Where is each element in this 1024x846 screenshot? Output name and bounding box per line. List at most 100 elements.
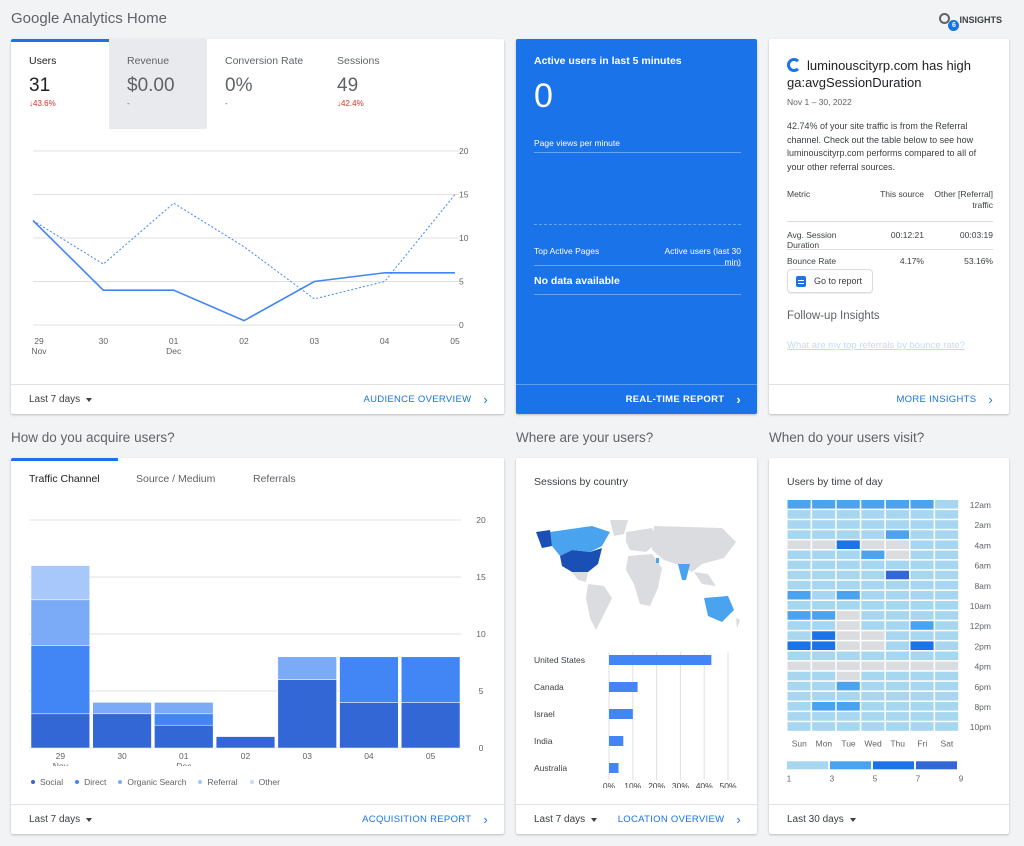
heatmap-cell [787, 641, 811, 650]
heatmap-cell [935, 661, 959, 671]
realtime-report-link[interactable]: REAL-TIME REPORT › [625, 392, 741, 407]
heatmap-cell [885, 641, 909, 650]
table-row: Avg. Session Duration 00:12:21 00:03:19 [787, 230, 993, 250]
date-range-select[interactable]: Last 7 days [29, 814, 93, 825]
heatmap-cell [935, 570, 959, 580]
heatmap-cell [935, 530, 959, 539]
scale-swatch [873, 761, 914, 770]
heatmap-cell [861, 550, 885, 560]
more-insights-link[interactable]: MORE INSIGHTS › [896, 392, 993, 407]
insight-table: Metric This source Other [Referral] traf… [787, 189, 993, 272]
heatmap-cell [836, 631, 860, 640]
hour-label: 12pm [970, 621, 991, 631]
heatmap-cell [812, 611, 836, 620]
metric-tab-revenue[interactable]: Revenue $0.00 - [109, 39, 207, 129]
heatmap-cell [836, 580, 860, 590]
metric-name: Revenue [127, 55, 170, 67]
x-tick-label: 0% [603, 781, 616, 788]
heatmap-cell [935, 691, 959, 701]
day-label: Mon [816, 738, 833, 748]
audience-card: Users 31 ↓43.6% Revenue $0.00 - Conversi… [11, 39, 504, 414]
heatmap-cell [812, 661, 836, 671]
legend-dot-icon [75, 780, 80, 784]
heatmap-cell [812, 722, 836, 731]
x-tick-label: 02 [239, 336, 249, 346]
legend-item[interactable]: Other [249, 777, 280, 787]
heatmap-cell [885, 621, 909, 630]
heatmap-cell [861, 500, 885, 509]
location-overview-link[interactable]: LOCATION OVERVIEW › [617, 812, 741, 827]
hour-label: 8am [974, 581, 991, 591]
x-tick-label: 05 [426, 751, 436, 761]
date-range-select[interactable]: Last 7 days [534, 814, 598, 825]
followup-question-link[interactable]: What are my top referrals by bounce rate… [787, 340, 965, 351]
tab-traffic-channel[interactable]: Traffic Channel [29, 473, 100, 485]
x-tick-label: 04 [380, 336, 390, 346]
heatmap-cell [935, 520, 959, 529]
sessions-by-country-title: Sessions by country [534, 476, 628, 488]
legend-item[interactable]: Referral [198, 777, 238, 787]
insights-button[interactable]: 6 INSIGHTS [939, 12, 1002, 31]
metric-tab-conversion-rate[interactable]: Conversion Rate 0% - [207, 39, 319, 129]
country-bar [609, 682, 638, 692]
active-tab-indicator [11, 458, 118, 461]
x-tick-label: 40% [696, 781, 713, 788]
heatmap-cell [787, 500, 811, 509]
heatmap-cell [885, 580, 909, 590]
heatmap-cell [861, 540, 885, 549]
tab-referrals[interactable]: Referrals [253, 473, 296, 485]
top-pages-label: Top Active Pages [534, 246, 600, 256]
heatmap-cell [836, 510, 860, 519]
country-label: United States [534, 655, 585, 665]
heatmap-cell [812, 651, 836, 661]
heatmap-cell [812, 580, 836, 590]
chart-legend: Social Direct Organic Search Referral Other [31, 777, 280, 787]
heatmap-cell [787, 702, 811, 711]
heatmap-cell [787, 712, 811, 721]
heatmap-cell [836, 611, 860, 620]
x-tick-label: 20% [648, 781, 665, 788]
heatmap-cell [885, 681, 909, 691]
caret-down-icon [86, 397, 93, 402]
y-tick-label: 0 [459, 320, 464, 330]
tab-source-medium[interactable]: Source / Medium [136, 473, 216, 485]
scale-swatch [916, 761, 957, 770]
date-range-select[interactable]: Last 7 days [29, 394, 93, 405]
heatmap-cell [812, 621, 836, 630]
legend-item[interactable]: Organic Search [118, 777, 186, 787]
heatmap-cell [861, 671, 885, 681]
insights-badge: 6 [948, 20, 960, 31]
metric-name: Sessions [337, 55, 380, 67]
x-tick-label: 30 [99, 336, 109, 346]
bar-segment-direct [154, 713, 214, 726]
bar-segment-direct [339, 656, 399, 703]
heatmap-cell [910, 580, 934, 590]
hour-label: 12am [970, 500, 991, 510]
heatmap-cell [861, 570, 885, 580]
heatmap-cell [885, 550, 909, 560]
heatmap-cell [836, 691, 860, 701]
heatmap-cell [910, 671, 934, 681]
acquisition-report-link[interactable]: ACQUISITION REPORT › [362, 812, 488, 827]
metric-tab-users[interactable]: Users 31 ↓43.6% [11, 39, 109, 129]
heatmap-cell [935, 611, 959, 620]
country-label: Israel [534, 709, 555, 719]
heatmap-cell [935, 722, 959, 731]
heatmap-cell [910, 590, 934, 600]
audience-overview-link[interactable]: AUDIENCE OVERVIEW › [363, 392, 488, 407]
go-to-report-button[interactable]: Go to report [787, 269, 874, 293]
hour-label: 10pm [970, 722, 991, 732]
metric-tab-sessions[interactable]: Sessions 49 ↓42.4% [319, 39, 431, 129]
metric-delta: - [225, 99, 228, 108]
heatmap-cell [812, 601, 836, 610]
heatmap-cell [910, 540, 934, 549]
map-asia [652, 526, 736, 572]
heatmap-cell [812, 641, 836, 650]
legend-label: Other [258, 777, 280, 787]
heatmap-cell [787, 671, 811, 681]
legend-item[interactable]: Social [31, 777, 63, 787]
date-range-select[interactable]: Last 30 days [787, 814, 856, 825]
legend-item[interactable]: Direct [75, 777, 106, 787]
heatmap-cell [787, 621, 811, 630]
heatmap-cell [935, 651, 959, 661]
